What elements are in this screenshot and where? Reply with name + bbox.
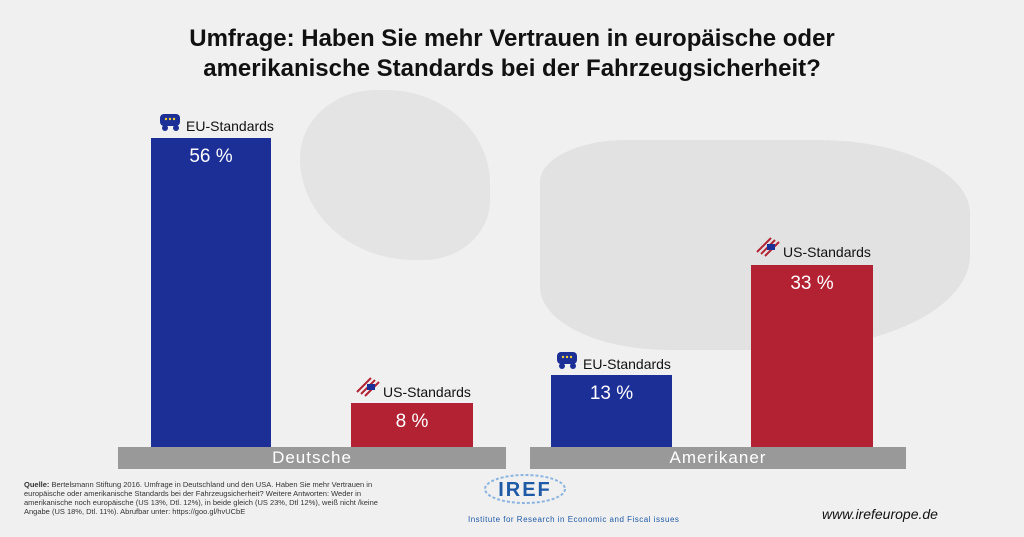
iref-logo: IREF: [484, 474, 566, 504]
title-line-2: amerikanische Standards bei der Fahrzeug…: [203, 55, 821, 82]
title-line-1: Umfrage: Haben Sie mehr Vertrauen in eur…: [189, 25, 835, 52]
website-url: www.irefeurope.de: [822, 506, 938, 522]
category-label-amerikaner: Amerikaner: [530, 447, 906, 469]
legend-us-amerikaner: US-Standards: [755, 234, 871, 260]
bar-deutsche-eu: 56 %: [151, 138, 271, 447]
legend-us-label: US-Standards: [783, 244, 871, 260]
legend-eu-label: EU-Standards: [186, 118, 274, 134]
legend-us-label: US-Standards: [383, 384, 471, 400]
source-note: Quelle: Bertelsmann Stiftung 2016. Umfra…: [24, 480, 384, 516]
legend-eu-amerikaner: EU-Standards: [555, 346, 671, 372]
value-label-amerikaner-us: 33 %: [790, 273, 834, 294]
us-flag-car-icon: [756, 237, 780, 257]
legend-us-deutsche: US-Standards: [355, 374, 471, 400]
eu-flag-car-icon: [557, 352, 577, 369]
us-flag-car-icon: [356, 377, 380, 397]
chart-title: Umfrage: Haben Sie mehr Vertrauen in eur…: [0, 24, 1024, 84]
category-label-deutsche: Deutsche: [118, 447, 506, 469]
legend-eu-deutsche: EU-Standards: [158, 108, 274, 134]
source-text: Bertelsmann Stiftung 2016. Umfrage in De…: [24, 480, 378, 516]
legend-eu-label: EU-Standards: [583, 356, 671, 372]
bar-deutsche-us: 8 %: [351, 403, 473, 447]
logo-subtitle: Institute for Research in Economic and F…: [468, 515, 680, 524]
eu-flag-car-icon: [160, 114, 180, 131]
svg-text:IREF: IREF: [498, 479, 552, 501]
value-label-deutsche-us: 8 %: [395, 411, 429, 432]
source-label: Quelle:: [24, 480, 50, 489]
value-label-amerikaner-eu: 13 %: [589, 383, 634, 404]
value-label-deutsche-eu: 56 %: [189, 146, 233, 167]
background-map-europe: [300, 90, 490, 260]
bar-amerikaner-us: 33 %: [751, 265, 873, 447]
bar-amerikaner-eu: 13 %: [551, 375, 672, 447]
